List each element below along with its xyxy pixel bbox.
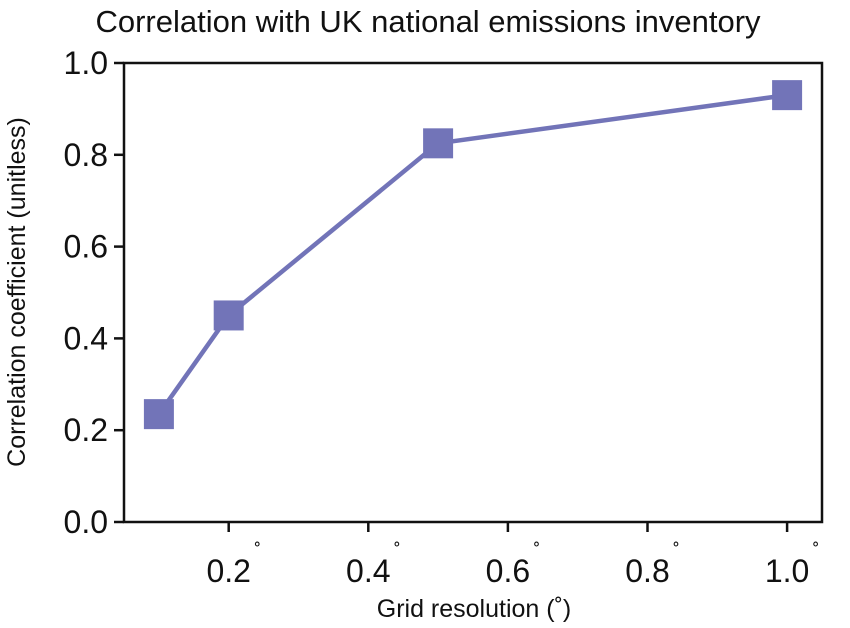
y-axis: 0.0 0.2 0.4 0.6 0.8 1.0	[64, 45, 124, 540]
y-tick-label: 1.0	[64, 45, 108, 81]
data-point-marker	[143, 399, 174, 430]
plot-area-frame	[122, 61, 824, 524]
x-tick-label: 0.2	[206, 553, 250, 589]
data-point-marker	[772, 80, 803, 111]
series-layer	[143, 80, 803, 430]
x-tick-degree-symbol: ˚	[673, 541, 680, 563]
data-point-marker	[423, 128, 454, 159]
y-tick-label: 0.0	[64, 504, 108, 540]
x-tick-degree-symbol: ˚	[534, 541, 541, 563]
x-tick-degree-symbol: ˚	[394, 541, 401, 563]
y-tick-label: 0.2	[64, 412, 108, 448]
x-tick-degree-symbol: ˚	[813, 541, 820, 563]
y-tick-label: 0.4	[64, 320, 108, 356]
x-tick-label: 0.8	[625, 553, 669, 589]
x-tick-label: 0.6	[486, 553, 530, 589]
data-point-marker	[213, 300, 244, 331]
chart-title: Correlation with UK national emissions i…	[95, 4, 761, 39]
x-tick-label: 0.4	[346, 553, 390, 589]
y-tick-label: 0.8	[64, 137, 108, 173]
x-axis-label: Grid resolution (˚)	[377, 595, 572, 623]
x-axis: 0.2˚0.4˚0.6˚0.8˚1.0˚	[206, 522, 819, 589]
y-axis-label: Correlation coefficient (unitless)	[3, 117, 31, 467]
series-line	[157, 92, 788, 416]
x-tick-degree-symbol: ˚	[254, 541, 261, 563]
x-tick-label: 1.0	[765, 553, 809, 589]
y-tick-label: 0.6	[64, 229, 108, 265]
